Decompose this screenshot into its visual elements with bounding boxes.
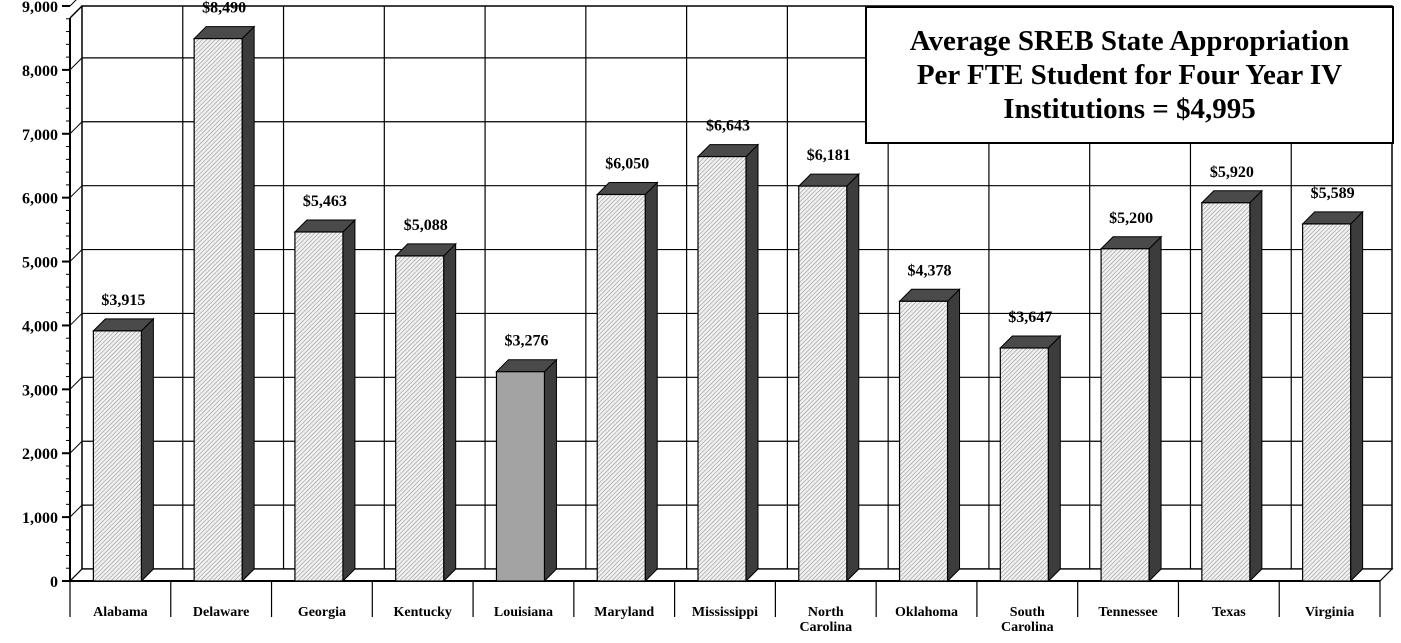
bar-6 — [696, 143, 760, 583]
chart-title-box: Average SREB State Appropriation Per FTE… — [865, 6, 1394, 144]
bar-side — [342, 218, 356, 583]
bar-front — [1201, 202, 1251, 582]
chart-title-line-2: Per FTE Student for Four Year IV — [916, 59, 1343, 91]
bar-11 — [1200, 189, 1264, 583]
bar-side — [644, 181, 658, 583]
bar-side — [947, 288, 961, 583]
bar-front — [1100, 248, 1150, 582]
bar-5 — [596, 181, 659, 583]
value-label: $6,050 — [605, 155, 649, 172]
category-label: Oklahoma — [895, 605, 958, 620]
category-label: Georgia — [298, 605, 346, 620]
value-label: $3,915 — [101, 292, 145, 309]
category-label: Kentucky — [394, 605, 452, 620]
category-label: Alabama — [93, 605, 147, 620]
bar-front — [898, 300, 949, 582]
y-tick-label: 2,000 — [22, 446, 58, 463]
category-label: Virginia — [1305, 605, 1354, 620]
bar-front — [92, 330, 142, 582]
y-tick-label: 0 — [50, 574, 58, 591]
y-tick-label: 6,000 — [22, 191, 58, 208]
bar-1 — [192, 25, 256, 583]
value-label: $4,378 — [908, 262, 952, 279]
value-label: $5,200 — [1109, 210, 1153, 227]
y-tick-depth — [69, 504, 83, 518]
bar-2 — [293, 218, 357, 583]
bar-side — [846, 172, 860, 583]
bar-side — [241, 25, 255, 583]
y-axis-top-edge — [69, 5, 83, 19]
bar-side — [443, 242, 457, 583]
category-label: North — [808, 605, 844, 620]
y-tick-label: 4,000 — [22, 318, 58, 335]
y-tick-depth — [69, 376, 83, 390]
bar-side — [1047, 334, 1061, 583]
y-tick-depth — [69, 568, 83, 582]
value-label: $5,920 — [1210, 164, 1254, 181]
bar-front — [193, 37, 243, 582]
bar-front — [798, 185, 848, 582]
bar-front — [1302, 223, 1352, 582]
category-label: Texas — [1212, 605, 1246, 620]
bar-0 — [92, 317, 155, 583]
y-tick-label: 8,000 — [22, 63, 58, 80]
bar-7 — [797, 172, 860, 583]
bar-side — [745, 143, 759, 583]
bar-4 — [495, 358, 558, 583]
y-tick-label: 3,000 — [22, 382, 58, 399]
bar-front — [294, 231, 344, 582]
bar-9 — [999, 334, 1062, 583]
y-tick-depth — [69, 185, 83, 199]
bar-side — [140, 317, 154, 583]
category-label: Carolina — [799, 620, 852, 635]
y-tick-depth — [69, 57, 83, 71]
category-label: Maryland — [594, 605, 654, 620]
y-tick-label: 5,000 — [22, 255, 58, 272]
value-label: $5,589 — [1311, 185, 1355, 202]
chart-title-line-3: Institutions = $4,995 — [1003, 93, 1256, 125]
bar-side — [1148, 235, 1162, 583]
category-label: Tennessee — [1098, 605, 1157, 620]
y-tick-depth — [69, 249, 83, 262]
bar-front — [697, 155, 747, 582]
category-label: Louisiana — [494, 605, 553, 620]
category-label: South — [1010, 605, 1045, 620]
bar-10 — [1099, 235, 1163, 583]
bar-side — [1249, 189, 1263, 583]
bar-front — [395, 255, 445, 582]
value-label: $6,181 — [807, 147, 851, 164]
bar-front — [495, 371, 546, 582]
y-tick-depth — [69, 121, 83, 135]
y-tick-depth — [69, 0, 77, 7]
category-label: Delaware — [193, 605, 250, 620]
value-label: $5,088 — [404, 217, 448, 234]
value-label: $5,463 — [303, 193, 347, 210]
y-tick-label: 9,000 — [22, 0, 58, 16]
bar-side — [543, 358, 557, 583]
bar-12 — [1301, 210, 1364, 583]
value-label: $6,643 — [706, 118, 750, 135]
bar-front — [999, 347, 1049, 582]
bar-3 — [394, 242, 457, 583]
bar-side — [1350, 210, 1364, 583]
chart-title-line-1: Average SREB State Appropriation — [909, 25, 1350, 57]
y-tick-depth — [69, 313, 83, 326]
value-label: $3,647 — [1008, 309, 1052, 326]
value-label: $3,276 — [504, 333, 548, 350]
category-label: Carolina — [1001, 620, 1054, 635]
y-tick-depth — [69, 440, 83, 454]
category-label: Mississippi — [692, 605, 758, 620]
y-tick-label: 1,000 — [22, 510, 58, 527]
y-tick-label: 7,000 — [22, 127, 58, 144]
value-label: $8,490 — [202, 0, 246, 17]
bar-8 — [898, 288, 961, 583]
bar-front — [596, 193, 646, 582]
